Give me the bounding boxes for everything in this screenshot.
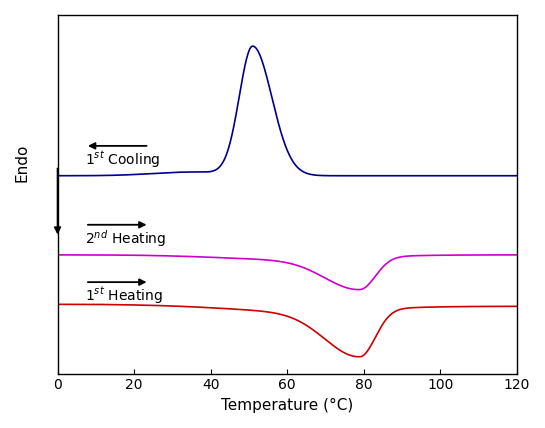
Text: 1$^{st}$ Cooling: 1$^{st}$ Cooling: [85, 149, 160, 170]
X-axis label: Temperature (°C): Temperature (°C): [221, 398, 353, 413]
Text: 2$^{nd}$ Heating: 2$^{nd}$ Heating: [85, 229, 166, 249]
Text: Endo: Endo: [14, 143, 29, 182]
Text: 1$^{st}$ Heating: 1$^{st}$ Heating: [85, 286, 163, 306]
